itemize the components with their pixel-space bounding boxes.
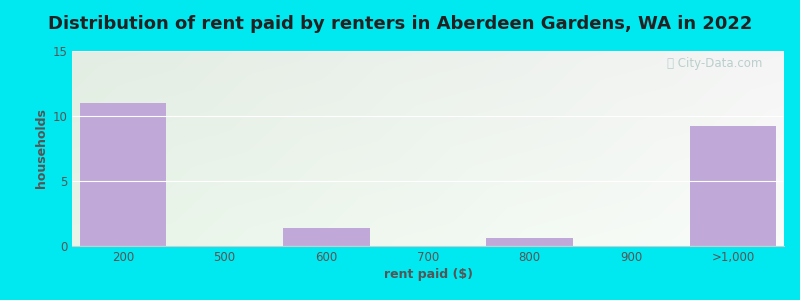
- Bar: [486, 238, 573, 246]
- X-axis label: rent paid ($): rent paid ($): [383, 268, 473, 281]
- Text: Distribution of rent paid by renters in Aberdeen Gardens, WA in 2022: Distribution of rent paid by renters in …: [48, 15, 752, 33]
- Bar: [283, 228, 370, 246]
- Text: Ⓞ City-Data.com: Ⓞ City-Data.com: [667, 57, 762, 70]
- Y-axis label: households: households: [35, 109, 48, 188]
- Bar: [690, 126, 776, 246]
- Bar: [80, 103, 166, 246]
